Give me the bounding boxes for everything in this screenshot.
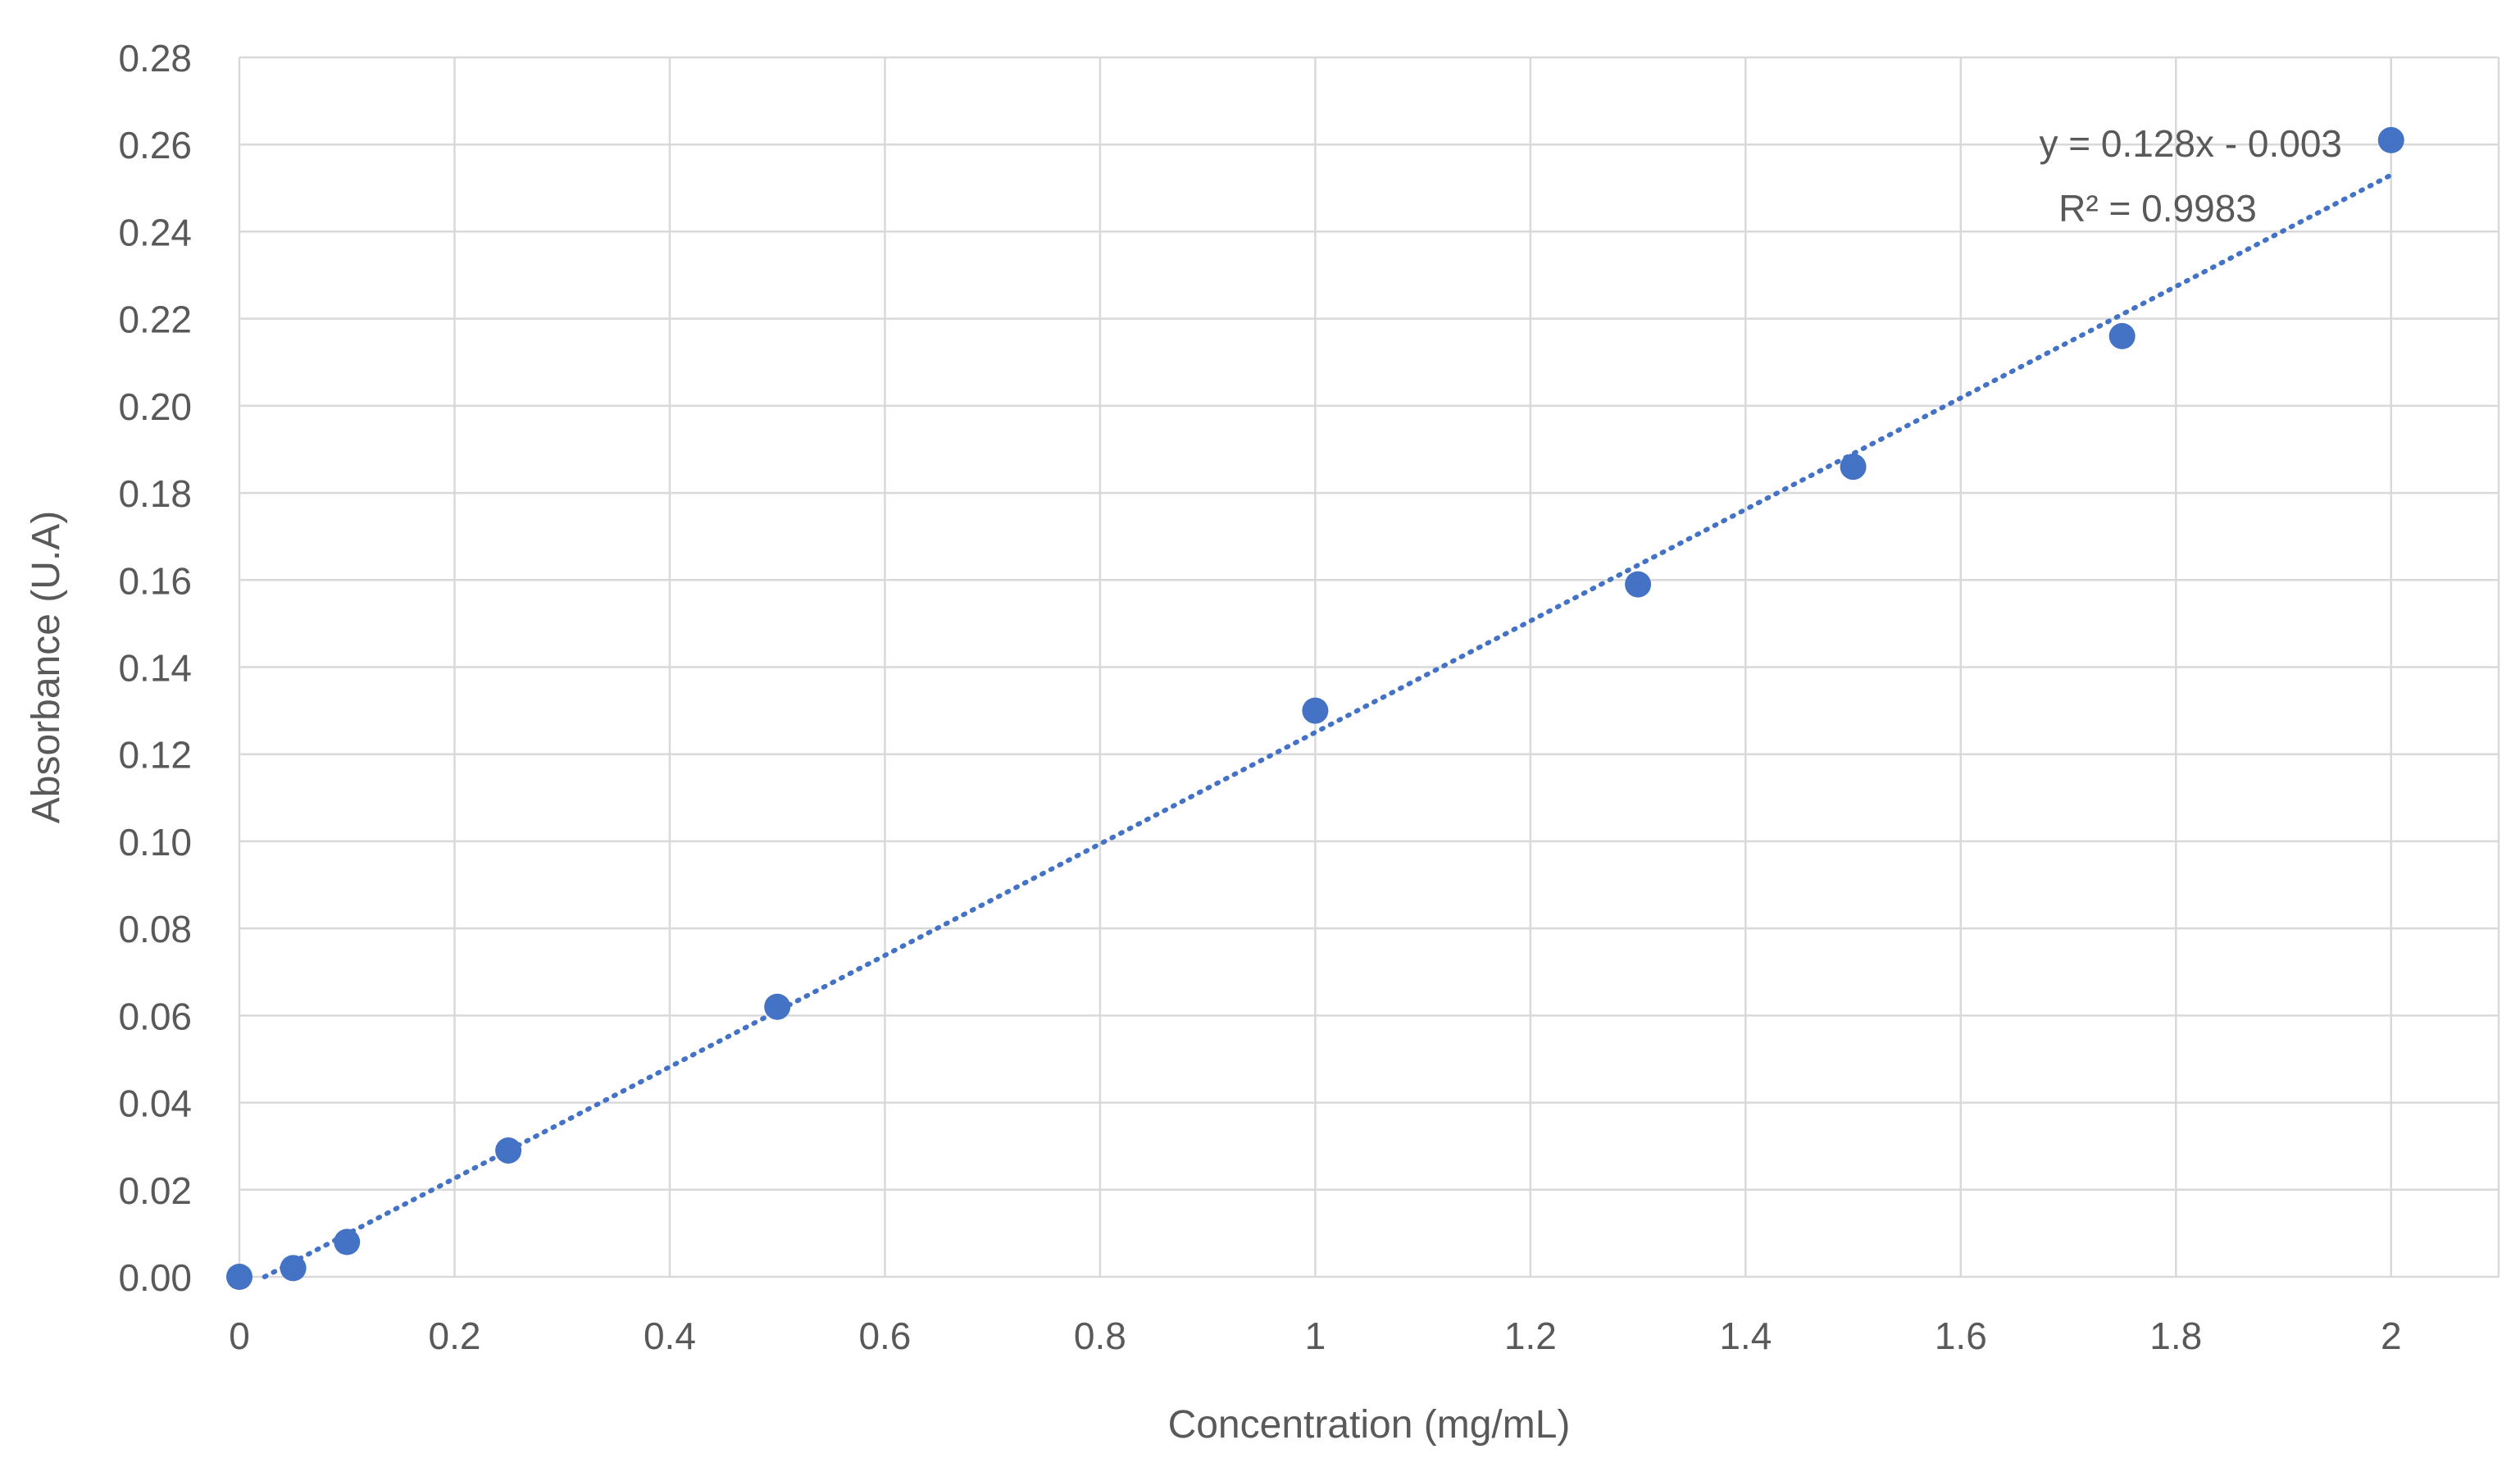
y-tick-label: 0.14 (118, 647, 192, 690)
y-axis-title: Absorbance (U.A) (25, 511, 68, 824)
data-point (495, 1137, 522, 1164)
x-axis-ticks: 0 0.2 0.4 0.6 0.8 1 1.2 1.4 1.6 1.8 2 (229, 1315, 2401, 1357)
data-point (764, 993, 791, 1020)
data-point (1840, 453, 1867, 481)
data-point (1302, 697, 1329, 724)
data-point (2108, 322, 2136, 349)
x-tick-label: 0.2 (428, 1315, 480, 1357)
y-tick-label: 0.16 (118, 559, 192, 602)
y-tick-label: 0.28 (118, 37, 192, 80)
y-tick-label: 0.22 (118, 298, 192, 341)
y-tick-label: 0.06 (118, 995, 192, 1037)
trendline-r-squared: R² = 0.9983 (2058, 187, 2257, 230)
x-tick-label: 0.6 (858, 1315, 911, 1357)
x-tick-label: 0.4 (644, 1315, 696, 1357)
y-tick-label: 0.12 (118, 734, 192, 777)
x-tick-label: 1.8 (2149, 1315, 2202, 1357)
y-tick-label: 0.02 (118, 1169, 192, 1212)
y-tick-label: 0.10 (118, 821, 192, 864)
y-tick-label: 0.00 (118, 1256, 192, 1299)
x-tick-label: 1.2 (1504, 1315, 1557, 1357)
trendline-group (262, 172, 2394, 1279)
x-tick-label: 0.8 (1074, 1315, 1126, 1357)
data-point (226, 1264, 252, 1290)
x-tick-label: 1.4 (1719, 1315, 1772, 1357)
data-point (2377, 126, 2404, 153)
trendline-equation: y = 0.128x - 0.003 (2039, 122, 2342, 165)
y-tick-label: 0.20 (118, 385, 192, 428)
y-tick-label: 0.26 (118, 124, 192, 166)
grid (238, 56, 2500, 1278)
x-tick-label: 1 (1305, 1315, 1326, 1357)
y-tick-label: 0.08 (118, 908, 192, 950)
x-tick-label: 2 (2381, 1315, 2402, 1357)
x-tick-label: 0 (229, 1315, 250, 1357)
y-tick-label: 0.04 (118, 1082, 192, 1125)
x-tick-label: 1.6 (1935, 1315, 1987, 1357)
data-point (334, 1228, 361, 1255)
data-point (1625, 571, 1652, 598)
y-tick-label: 0.24 (118, 211, 192, 253)
data-points (226, 126, 2404, 1290)
data-point (280, 1255, 307, 1282)
y-axis-ticks: 0.00 0.02 0.04 0.06 0.08 0.10 0.12 0.14 0.16 0.18… (118, 37, 192, 1299)
label-group: Absorbance (U.A) Concentration (mg/mL) y… (25, 122, 2342, 1447)
y-tick-label: 0.18 (118, 472, 192, 515)
x-axis-title: Concentration (mg/mL) (1168, 1403, 1571, 1447)
trendline (262, 172, 2394, 1279)
